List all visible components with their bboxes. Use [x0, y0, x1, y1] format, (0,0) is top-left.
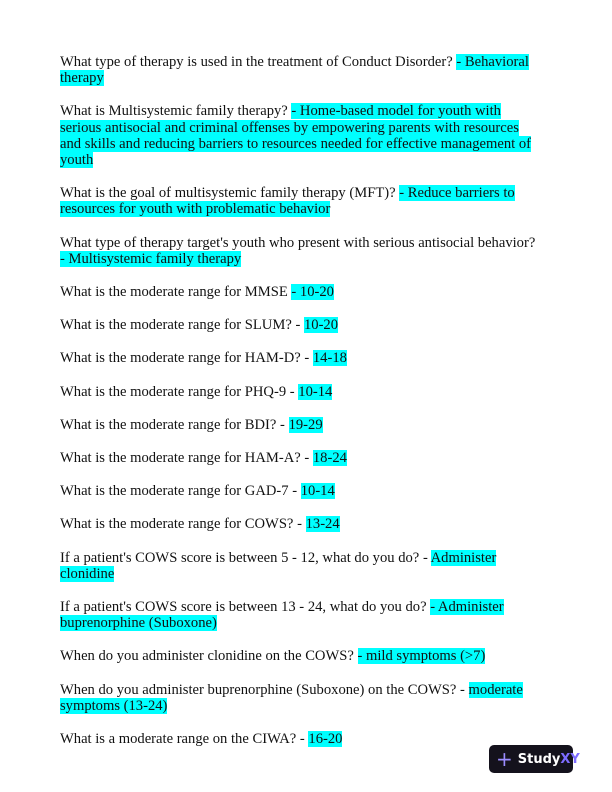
- qa-item: What is the moderate range for MMSE - 10…: [60, 284, 542, 301]
- question-text: When do you administer buprenorphine (Su…: [60, 681, 461, 698]
- question-text: What is the moderate range for BDI?: [60, 416, 281, 433]
- qa-item: What is a moderate range on the CIWA? - …: [60, 731, 542, 748]
- separator: -: [304, 350, 313, 367]
- separator: -: [304, 450, 313, 467]
- answer-text: - Multisystemic family therapy: [60, 250, 242, 267]
- question-text: What is the goal of multisystemic family…: [60, 185, 400, 202]
- answer-text: 13-24: [305, 516, 340, 533]
- question-text: What is the moderate range for MMSE: [60, 284, 292, 301]
- qa-item: When do you administer clonidine on the …: [60, 648, 542, 665]
- answer-text: 10-14: [298, 383, 333, 400]
- answer-text: - 10-20: [291, 284, 334, 301]
- qa-item: If a patient's COWS score is between 13 …: [60, 599, 542, 632]
- question-text: What is the moderate range for SLUM?: [60, 317, 296, 334]
- separator: -: [292, 483, 301, 500]
- question-text: What type of therapy is used in the trea…: [60, 54, 457, 70]
- qa-item: What is the moderate range for HAM-D? - …: [60, 350, 542, 367]
- separator: -: [297, 516, 306, 533]
- question-text: What is Multisystemic family therapy?: [60, 103, 292, 120]
- separator: -: [280, 416, 289, 433]
- question-text: If a patient's COWS score is between 13 …: [60, 599, 431, 616]
- answer-text: 14-18: [312, 350, 347, 367]
- qa-item: What is the moderate range for SLUM? - 1…: [60, 317, 542, 334]
- qa-item: What type of therapy target's youth who …: [60, 235, 542, 267]
- qa-item: What is the moderate range for GAD-7 - 1…: [60, 483, 542, 500]
- qa-item: What is the moderate range for BDI? - 19…: [60, 416, 542, 433]
- logo-text-accent: XY: [560, 751, 580, 767]
- question-text: When do you administer clonidine on the …: [60, 648, 358, 665]
- question-text: What is the moderate range for GAD-7: [60, 483, 293, 500]
- studyxy-logo: + Study XY: [489, 745, 580, 773]
- qa-item: What is the moderate range for HAM-A? - …: [60, 450, 542, 467]
- qa-item: What is the moderate range for COWS? - 1…: [60, 516, 542, 533]
- question-text: What is a moderate range on the CIWA?: [60, 731, 300, 748]
- separator: -: [299, 731, 309, 748]
- answer-text: 10-14: [300, 483, 335, 500]
- qa-item: What is the goal of multisystemic family…: [60, 185, 542, 218]
- question-text: What is the moderate range for PHQ-9: [60, 383, 290, 400]
- answer-text: - mild symptoms (>7): [357, 648, 486, 665]
- answer-text: 18-24: [312, 450, 347, 467]
- question-text: If a patient's COWS score is between 5 -…: [60, 549, 423, 566]
- qa-item: If a patient's COWS score is between 5 -…: [60, 549, 542, 582]
- qa-item: What is Multisystemic family therapy? - …: [60, 103, 542, 169]
- separator: -: [460, 681, 469, 698]
- separator: -: [295, 317, 304, 334]
- question-text: What is the moderate range for HAM-A?: [60, 450, 305, 467]
- qa-item: What is the moderate range for PHQ-9 - 1…: [60, 383, 542, 400]
- answer-text: 19-29: [288, 416, 323, 433]
- answer-text: 16-20: [308, 731, 343, 748]
- question-text: What type of therapy target's youth who …: [60, 234, 536, 251]
- qa-item: When do you administer buprenorphine (Su…: [60, 681, 542, 714]
- flashcard-list: What type of therapy is used in the trea…: [60, 54, 542, 764]
- question-text: What is the moderate range for COWS?: [60, 516, 298, 533]
- logo-text: Study: [517, 751, 561, 767]
- answer-text: 10-20: [303, 317, 339, 334]
- question-text: What is the moderate range for HAM-D?: [60, 350, 305, 367]
- plus-icon: +: [496, 747, 513, 771]
- separator: -: [422, 549, 431, 566]
- separator: -: [289, 383, 299, 400]
- qa-item: What type of therapy is used in the trea…: [60, 54, 542, 87]
